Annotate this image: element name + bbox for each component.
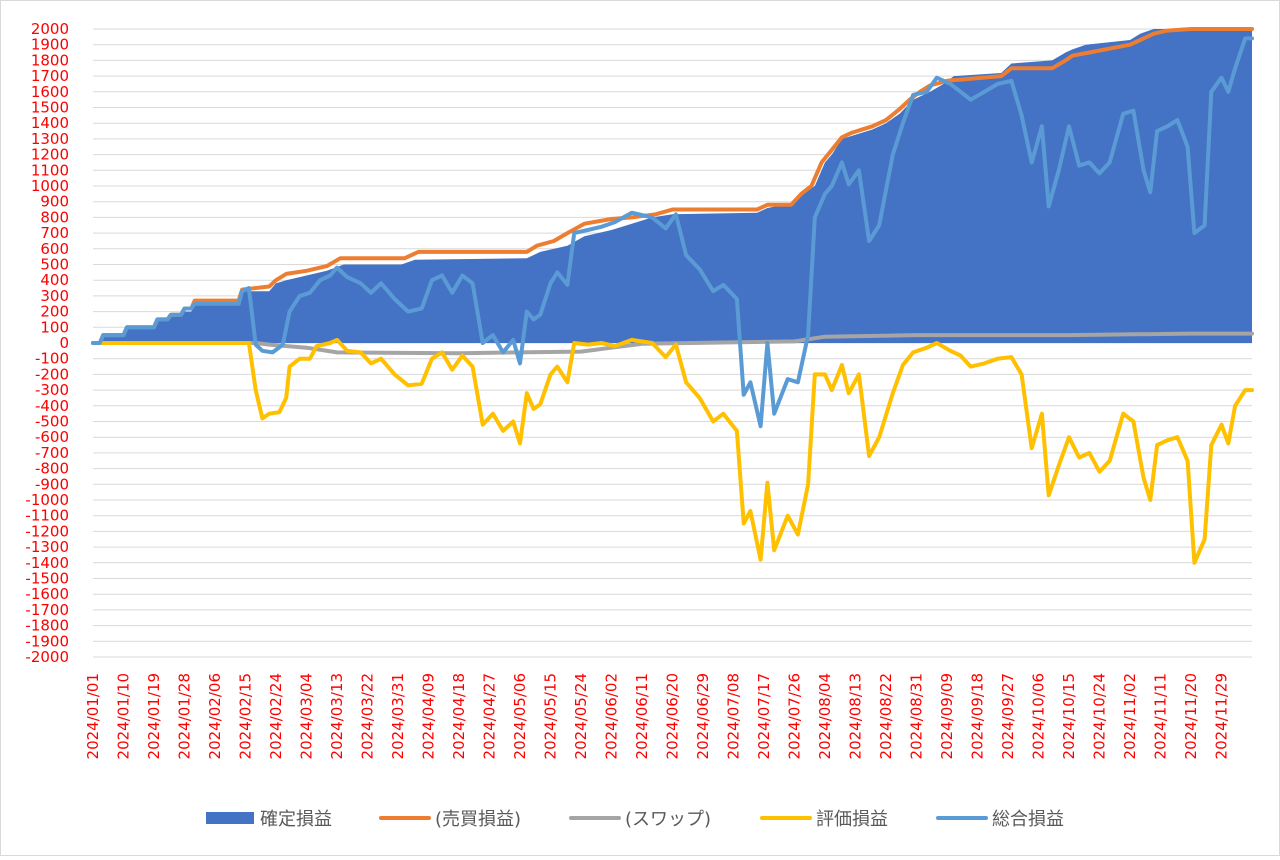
y-tick-label: 0	[59, 334, 69, 352]
x-tick-label: 2024/06/29	[694, 673, 712, 759]
x-tick-label: 2024/03/22	[359, 673, 377, 759]
y-tick-label: -700	[35, 444, 69, 462]
y-tick-label: 1300	[31, 130, 69, 148]
y-tick-label: 200	[40, 303, 69, 321]
y-tick-label: -1600	[25, 585, 69, 603]
y-tick-label: 1800	[31, 51, 69, 69]
series-area-kakutei	[93, 29, 1252, 343]
x-tick-label: 2024/10/24	[1091, 673, 1109, 759]
series-line-3	[91, 337, 1254, 565]
x-tick-label: 2024/06/02	[603, 673, 621, 759]
y-tick-label: 1200	[31, 146, 69, 164]
y-tick-label: 800	[40, 208, 69, 226]
x-tick-label: 2024/03/04	[298, 673, 316, 759]
x-tick-label: 2024/06/11	[633, 673, 651, 759]
x-tick-label: 2024/07/17	[755, 673, 773, 759]
legend-label: (スワップ)	[625, 809, 711, 830]
legend: 確定損益 (売買損益) (スワップ) 評価損益 総合損益	[206, 809, 1064, 830]
y-tick-label: -1400	[25, 554, 69, 572]
y-tick-label: -1900	[25, 632, 69, 650]
y-tick-label: 1400	[31, 114, 69, 132]
x-tick-label: 2024/08/04	[816, 673, 834, 759]
y-tick-label: -600	[35, 428, 69, 446]
x-tick-label: 2024/02/24	[267, 673, 285, 759]
y-tick-label: 1000	[31, 177, 69, 195]
y-tick-label: -1500	[25, 570, 69, 588]
y-tick-label: -2000	[25, 648, 69, 666]
y-tick-label: 1900	[31, 36, 69, 54]
x-tick-label: 2024/03/13	[328, 673, 346, 759]
y-tick-label: -200	[35, 365, 69, 383]
x-tick-label: 2024/04/27	[481, 673, 499, 759]
y-tick-label: -1300	[25, 538, 69, 556]
x-tick-label: 2024/04/18	[450, 673, 468, 759]
y-tick-label: -500	[35, 413, 69, 431]
y-tick-label: -1100	[25, 507, 69, 525]
y-tick-label: 600	[40, 240, 69, 258]
y-tick-label: 700	[40, 224, 69, 242]
y-tick-label: -1200	[25, 522, 69, 540]
y-axis-ticks: -2000-1900-1800-1700-1600-1500-1400-1300…	[25, 20, 69, 666]
y-tick-label: 1500	[31, 99, 69, 117]
y-tick-label: 2000	[31, 20, 69, 38]
x-tick-label: 2024/10/06	[1030, 673, 1048, 759]
y-tick-label: -400	[35, 397, 69, 415]
series-layer	[91, 27, 1254, 565]
legend-swatch	[206, 812, 254, 824]
x-tick-label: 2024/11/20	[1182, 673, 1200, 759]
y-tick-label: 900	[40, 193, 69, 211]
x-tick-label: 2024/01/01	[84, 673, 102, 759]
y-tick-label: -1000	[25, 491, 69, 509]
x-tick-label: 2024/11/11	[1152, 673, 1170, 759]
y-tick-label: 500	[40, 256, 69, 274]
y-tick-label: -800	[35, 460, 69, 478]
x-tick-label: 2024/06/20	[664, 673, 682, 759]
y-tick-label: -1700	[25, 601, 69, 619]
x-tick-label: 2024/11/02	[1121, 673, 1139, 759]
x-tick-label: 2024/07/08	[725, 673, 743, 759]
x-tick-label: 2024/09/18	[969, 673, 987, 759]
y-tick-label: -300	[35, 381, 69, 399]
y-tick-label: -100	[35, 350, 69, 368]
x-tick-label: 2024/08/31	[908, 673, 926, 759]
y-tick-label: 400	[40, 271, 69, 289]
x-tick-label: 2024/11/29	[1213, 673, 1231, 759]
legend-label: 確定損益	[260, 809, 332, 830]
x-tick-label: 2024/02/06	[206, 673, 224, 759]
x-tick-label: 2024/09/09	[938, 673, 956, 759]
x-tick-label: 2024/01/10	[115, 673, 133, 759]
x-tick-label: 2024/01/28	[176, 673, 194, 759]
x-tick-label: 2024/02/15	[237, 673, 255, 759]
x-tick-label: 2024/08/22	[877, 673, 895, 759]
y-tick-label: -900	[35, 475, 69, 493]
legend-label: 評価損益	[816, 809, 888, 830]
y-tick-label: 100	[40, 318, 69, 336]
x-tick-label: 2024/03/31	[389, 673, 407, 759]
x-tick-label: 2024/04/09	[420, 673, 438, 759]
y-tick-label: 1100	[31, 161, 69, 179]
x-tick-label: 2024/05/15	[542, 673, 560, 759]
x-tick-label: 2024/08/13	[847, 673, 865, 759]
series-line-4	[91, 36, 1254, 429]
x-tick-label: 2024/07/26	[786, 673, 804, 759]
y-tick-label: 1700	[31, 67, 69, 85]
y-tick-label: 1600	[31, 83, 69, 101]
legend-label: (売買損益)	[435, 809, 521, 830]
legend-label: 総合損益	[992, 809, 1064, 830]
y-tick-label: -1800	[25, 617, 69, 635]
x-tick-label: 2024/09/27	[999, 673, 1017, 759]
series-line-2	[91, 331, 1254, 356]
x-tick-label: 2024/05/24	[572, 673, 590, 759]
y-tick-label: 300	[40, 287, 69, 305]
x-tick-label: 2024/05/06	[511, 673, 529, 759]
x-axis-ticks: 2024/01/01 2024/01/10 2024/01/19 2024/01/28…	[84, 673, 1231, 759]
x-tick-label: 2024/10/15	[1060, 673, 1078, 759]
x-tick-label: 2024/01/19	[145, 673, 163, 759]
